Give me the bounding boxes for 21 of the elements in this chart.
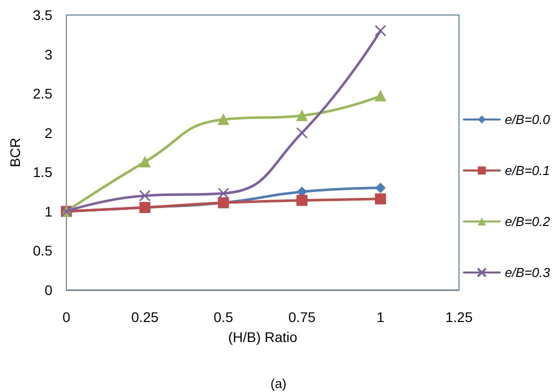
legend-label: e/B=0.3: [504, 265, 551, 280]
y-tick-label: 3.5: [32, 7, 53, 23]
y-tick-label: 0.5: [32, 242, 53, 259]
x-tick-label: 0.5: [214, 309, 234, 325]
x-tick-label: 0: [62, 309, 70, 325]
x-tick-label: 1: [376, 309, 385, 325]
y-tick-label: 2.5: [32, 86, 53, 102]
y-tick-label: 1.5: [32, 164, 53, 180]
y-axis-title: BCR: [7, 138, 23, 168]
y-tick-label: 0: [44, 282, 53, 298]
y-tick-label: 2: [44, 124, 53, 141]
text: (a): [270, 376, 286, 391]
legend-label: e/B=0.1: [504, 163, 550, 178]
x-tick-label: 0.25: [131, 309, 159, 325]
y-tick-label: 3: [44, 46, 53, 62]
x-tick-label: 0.75: [288, 309, 316, 325]
legend-label: e/B=0.0: [504, 112, 551, 127]
legend-label: e/B=0.2: [504, 214, 551, 229]
x-axis-title: (H/B) Ratio: [228, 329, 298, 345]
x-tick-label: 1.25: [445, 309, 473, 325]
y-tick-label: 1: [44, 203, 53, 220]
